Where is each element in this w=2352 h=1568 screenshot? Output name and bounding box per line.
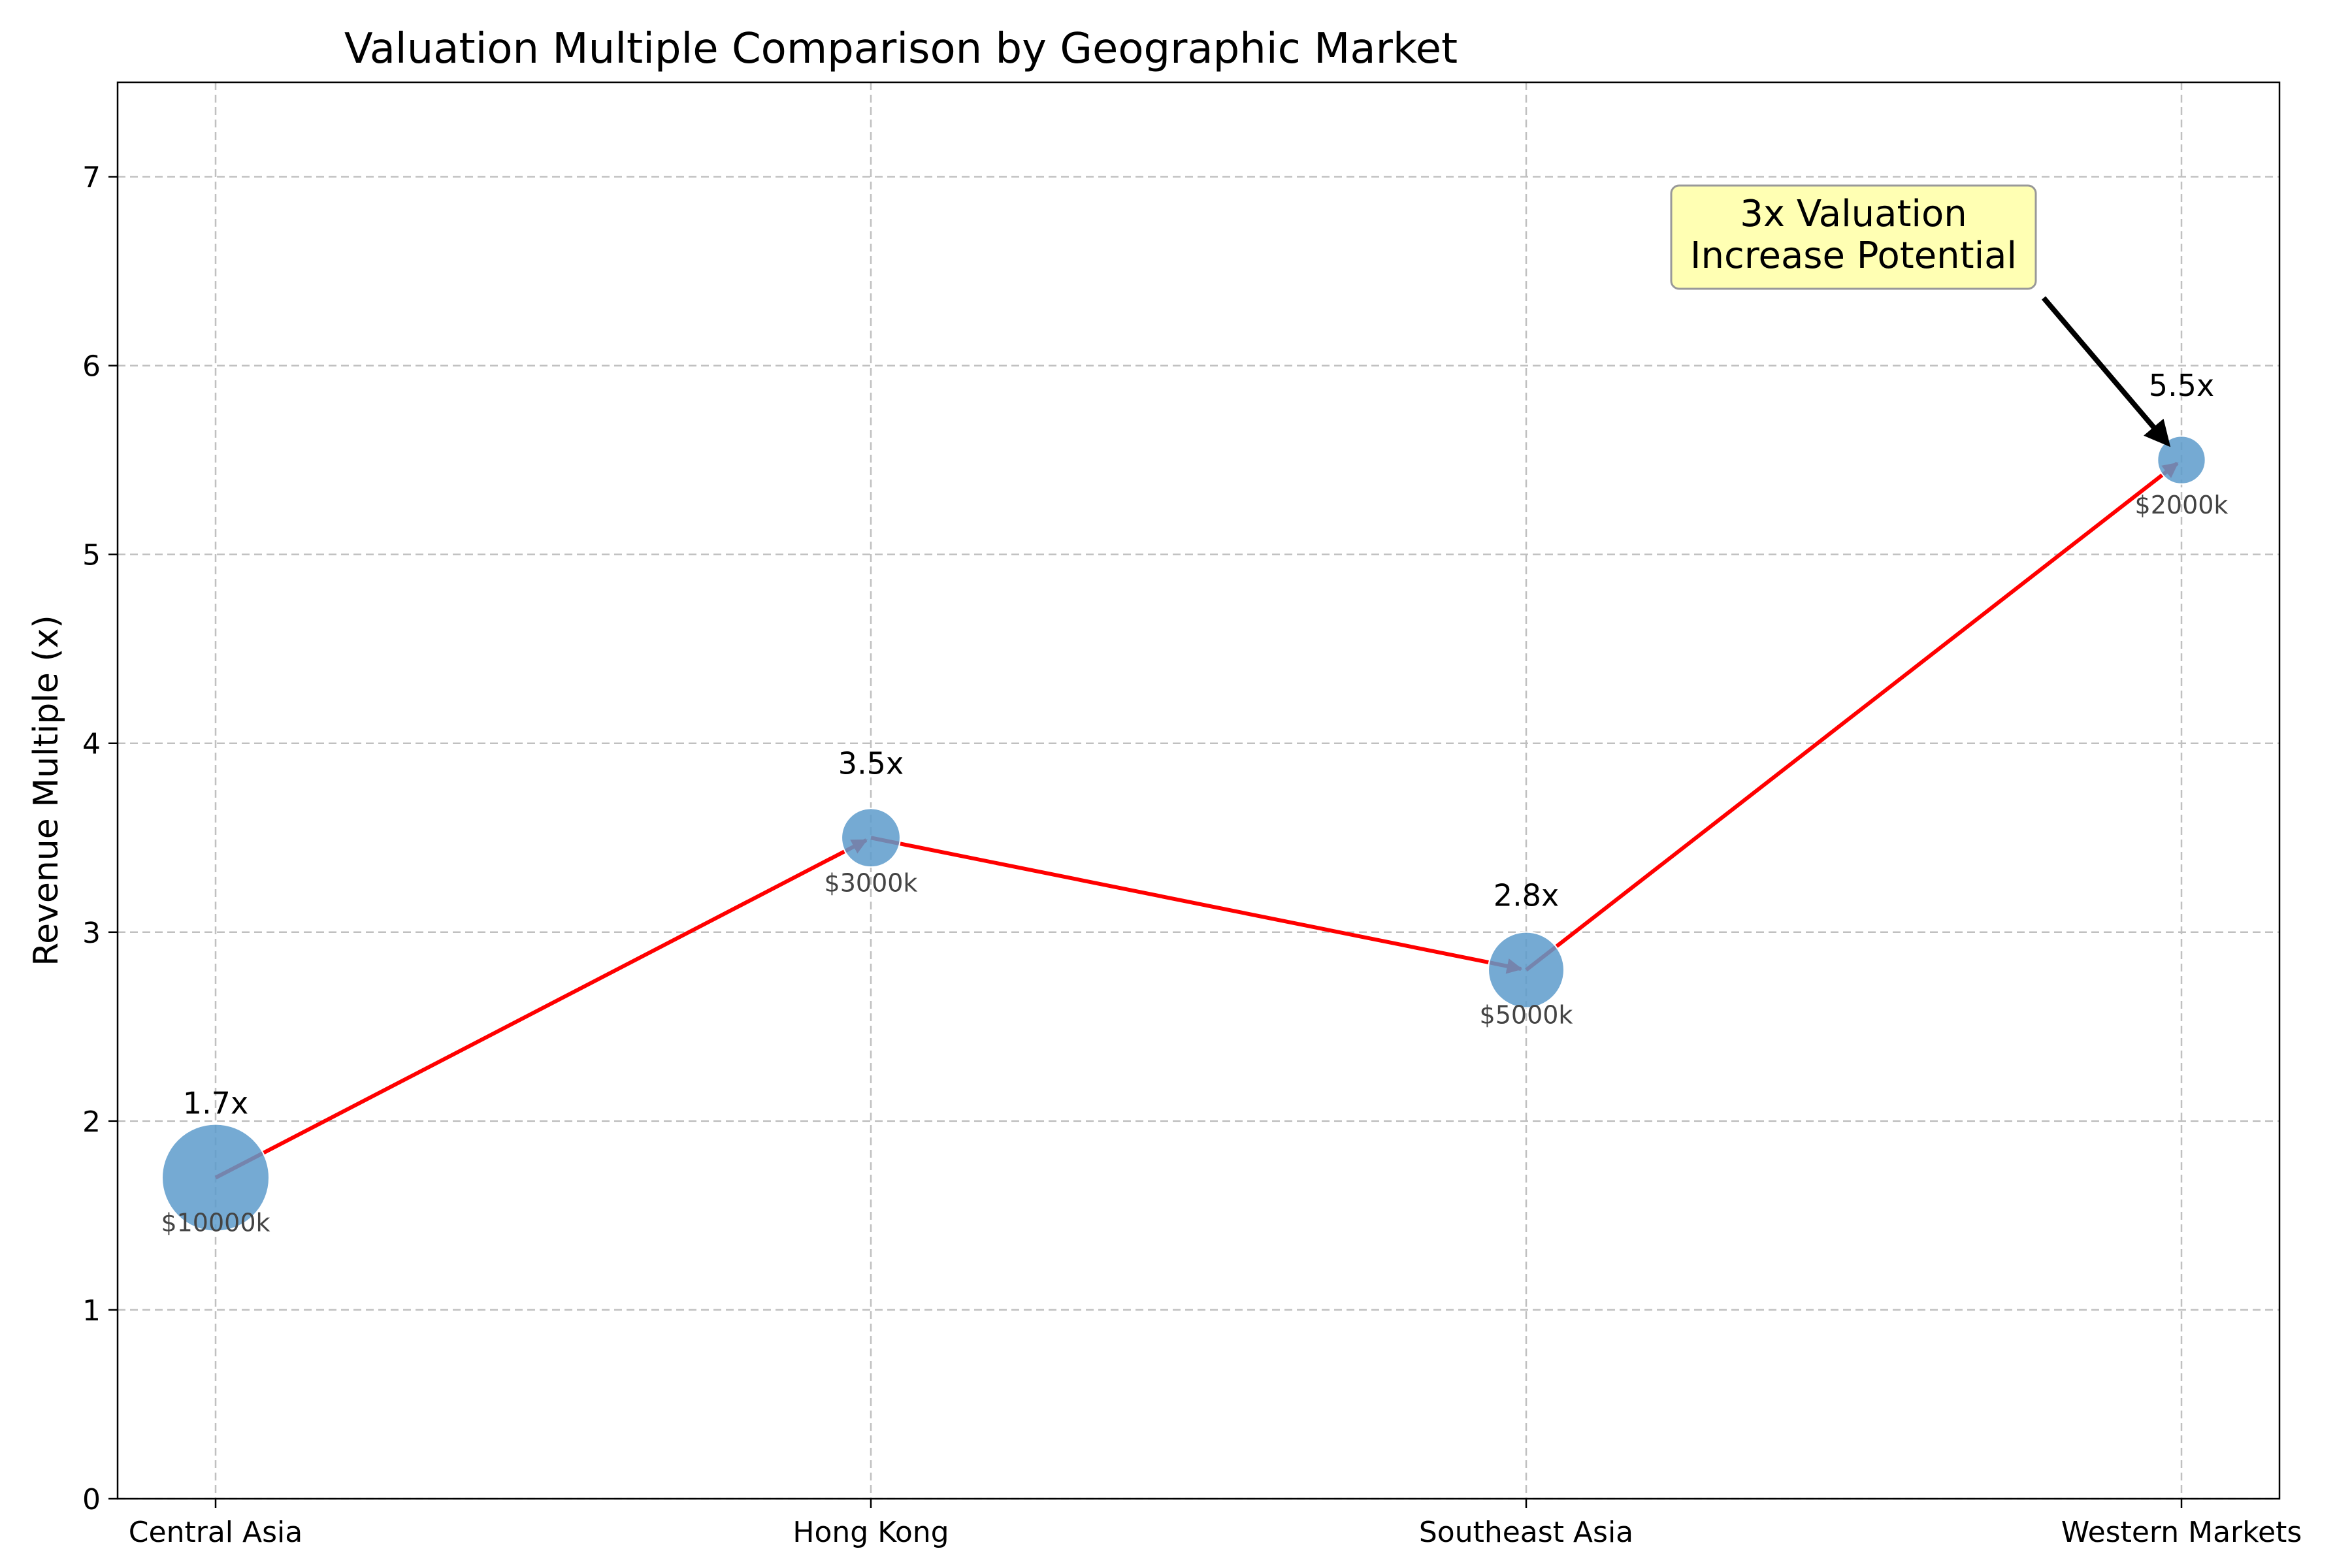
y-axis-label: Revenue Multiple (x) — [27, 615, 66, 966]
value-label: 3.5x — [838, 745, 904, 781]
value-label: 1.7x — [183, 1086, 248, 1121]
callout-arrow — [2041, 296, 2171, 448]
chart-title: Valuation Multiple Comparison by Geograp… — [344, 25, 1458, 73]
annotation-callout: 3x Valuation Increase Potential — [1670, 184, 2171, 448]
bubble-layer — [161, 435, 2206, 1232]
y-tick-label: 0 — [82, 1483, 101, 1516]
connector-arrow — [1525, 461, 2179, 972]
y-tick-label: 6 — [82, 350, 101, 384]
callout-text-line-1: 3x Valuation — [1740, 193, 1967, 235]
x-tick-label: Central Asia — [129, 1516, 302, 1549]
connector-arrow — [214, 838, 868, 1180]
axis-layer: 0 1 2 3 4 5 6 7 Central Asia Hong Kong Southeast A… — [82, 161, 2302, 1549]
y-tick-label: 5 — [82, 539, 101, 572]
plot-frame — [116, 81, 2281, 1500]
size-label: $5000k — [1480, 1001, 1573, 1030]
bubble-point — [161, 1123, 270, 1232]
value-label: 2.8x — [1494, 878, 1559, 913]
connector-arrow — [870, 836, 1523, 974]
grid-layer — [118, 82, 2279, 1500]
bubble-point — [2157, 435, 2206, 485]
callout-box — [1670, 184, 2037, 290]
size-label: $3000k — [825, 868, 918, 897]
label-layer: 1.7x $10000k 3.5x $3000k 2.8x $5000k 5.5x $2000… — [161, 368, 2228, 1237]
value-label: 5.5x — [2149, 368, 2214, 403]
x-tick-label: Western Markets — [2061, 1516, 2302, 1549]
size-label: $10000k — [161, 1209, 270, 1237]
x-tick-label: Hong Kong — [792, 1516, 949, 1549]
bubble-point — [1488, 931, 1565, 1009]
bubble-point — [841, 808, 901, 868]
y-tick-label: 7 — [82, 161, 101, 195]
y-tick-label: 4 — [82, 728, 101, 761]
callout-text-line-2: Increase Potential — [1690, 235, 2017, 277]
y-tick-label: 1 — [82, 1294, 101, 1328]
size-label: $2000k — [2135, 491, 2229, 519]
y-tick-label: 2 — [82, 1105, 101, 1139]
y-tick-label: 3 — [82, 917, 101, 950]
connector-layer — [214, 461, 2179, 1180]
x-tick-label: Southeast Asia — [1419, 1516, 1633, 1549]
